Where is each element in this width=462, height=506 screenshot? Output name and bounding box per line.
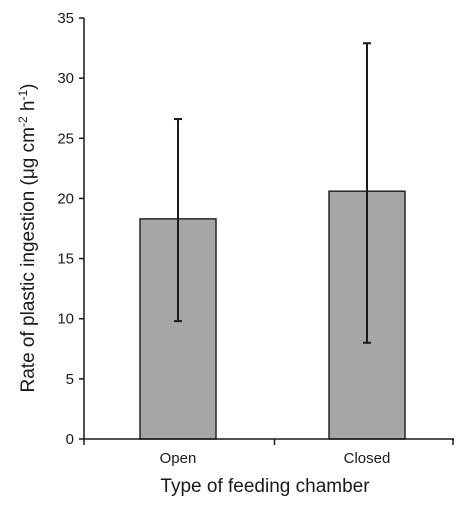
x-tick-label-open: Open bbox=[160, 450, 197, 467]
y-axis-title-mid: h bbox=[18, 101, 39, 117]
y-axis-title-end: ) bbox=[18, 84, 39, 90]
y-tick-label-35: 35 bbox=[57, 10, 74, 27]
y-axis-title: Rate of plastic ingestion (μg cm-2 h-1) bbox=[16, 84, 39, 393]
x-axis-title: Type of feeding chamber bbox=[160, 476, 370, 497]
y-tick-label-5: 5 bbox=[66, 371, 74, 388]
axes: Open Closed 0 5 10 15 20 25 30 35 bbox=[57, 10, 454, 467]
y-tick-label-10: 10 bbox=[57, 311, 74, 328]
y-axis-title-sup1: -2 bbox=[16, 116, 30, 127]
plot-marks bbox=[139, 42, 406, 440]
x-tick-label-closed: Closed bbox=[344, 450, 391, 467]
y-tick-label-15: 15 bbox=[57, 251, 74, 268]
y-tick-label-0: 0 bbox=[66, 431, 74, 448]
y-tick-label-30: 30 bbox=[57, 70, 74, 87]
y-tick-label-25: 25 bbox=[57, 130, 74, 147]
y-axis-title-main: Rate of plastic ingestion (μg cm bbox=[18, 127, 39, 392]
y-tick-label-20: 20 bbox=[57, 190, 74, 207]
y-axis-title-sup2: -1 bbox=[16, 90, 30, 101]
